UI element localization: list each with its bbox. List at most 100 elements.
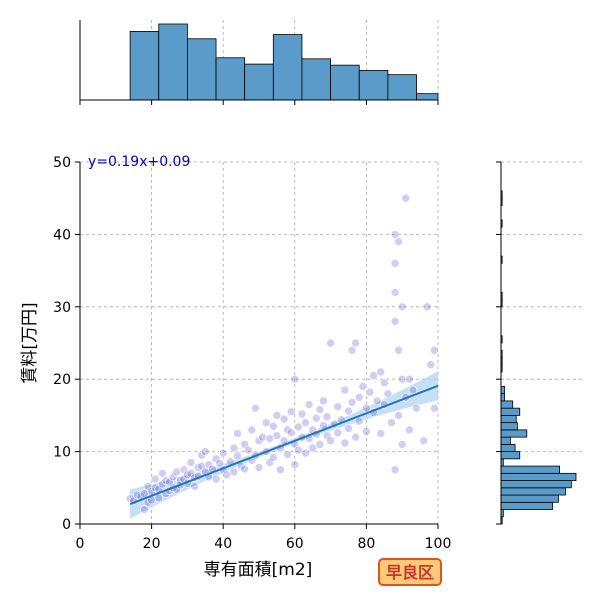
y-tick-label: 0 [62, 517, 71, 533]
right-hist-bar [500, 407, 521, 416]
scatter-point [301, 448, 310, 458]
scatter-point [247, 425, 257, 435]
right-hist-bar [500, 436, 511, 445]
scatter-point [322, 431, 332, 440]
top-hist-bar [129, 30, 160, 101]
scatter-points [125, 193, 439, 514]
scatter-point [261, 418, 271, 427]
scatter-point [301, 418, 310, 427]
top-hist-bar [416, 93, 439, 101]
regression-line-group [129, 384, 439, 506]
scatter-point [243, 445, 253, 455]
scatter-point [294, 445, 303, 455]
scatter-point [333, 428, 343, 438]
scatter-point [197, 450, 207, 460]
x-tick-label: 0 [76, 536, 85, 552]
y-tick-label: 10 [53, 445, 71, 461]
scatter-point [397, 302, 407, 312]
right-hist-bar [500, 472, 577, 481]
scatter-point [354, 416, 364, 426]
x-tick-labels: 0 20 40 60 80 100 [76, 524, 452, 552]
scatter-point [419, 436, 428, 446]
right-marginal-histogram [496, 161, 582, 525]
scatter-point [426, 360, 436, 370]
top-hist-bar [244, 63, 274, 101]
scatter-point [379, 378, 389, 388]
scatter-point [204, 460, 214, 469]
scatter-point [290, 374, 300, 384]
main-axes [79, 162, 438, 525]
region-badge: 早良区 [378, 558, 442, 586]
scatter-point [315, 440, 325, 449]
scatter-point [283, 425, 292, 435]
scatter-point [430, 403, 439, 413]
scatter-point [201, 447, 210, 456]
top-hist-bar [358, 70, 389, 101]
scatter-point [376, 367, 386, 377]
y-axis-label: 賃料[万円] [20, 302, 40, 383]
scatter-point [394, 345, 403, 355]
scatter-point [218, 448, 228, 458]
scatter-point [372, 396, 382, 406]
scatter-point [279, 414, 289, 424]
scatter-point [286, 428, 296, 438]
x-tick-label: 100 [425, 536, 452, 552]
top-hist-bar [387, 74, 417, 101]
scatter-point [422, 302, 432, 312]
scatter-point [376, 429, 386, 438]
right-hist-bar [500, 487, 566, 496]
scatter-point [387, 418, 396, 427]
scatter-point [394, 411, 403, 420]
scatter-point [390, 465, 400, 475]
scatter-point [344, 424, 353, 433]
scatter-point [358, 382, 368, 391]
x-tick-label: 60 [286, 536, 304, 552]
scatter-point [215, 458, 224, 468]
right-hist-bar [500, 400, 514, 409]
scatter-point [344, 406, 353, 416]
y-tick-label: 20 [53, 372, 71, 388]
right-hist-bar [500, 494, 559, 503]
right-hist-bar [500, 465, 560, 474]
scatter-point [297, 409, 307, 419]
scatter-point [140, 489, 149, 498]
scatter-point [397, 440, 407, 449]
scatter-point [397, 374, 407, 384]
scatter-point [269, 421, 278, 431]
scatter-point [286, 407, 296, 417]
y-tick-label: 30 [53, 300, 71, 316]
x-axis-label: 専有面積[m2] [204, 560, 313, 580]
scatter-point [340, 438, 350, 448]
scatter-point [405, 374, 414, 384]
scatter-point [211, 474, 221, 484]
scatter-point [150, 474, 160, 484]
right-hist-bar [500, 443, 516, 452]
y-tick-label: 40 [53, 227, 71, 243]
scatter-point [229, 443, 239, 453]
scatter-point [294, 422, 303, 432]
scatter-point [390, 288, 400, 297]
scatter-point [229, 467, 239, 477]
scatter-point [143, 482, 153, 491]
scatter-point [326, 338, 335, 348]
right-hist-bar [500, 414, 517, 424]
scatter-point [190, 482, 199, 491]
right-hist-bar [500, 501, 553, 510]
top-hist-bar [301, 58, 331, 101]
scatter-point [240, 464, 249, 474]
regression-equation: y=0.19x+0.09 [88, 154, 190, 170]
scatter-point [322, 412, 332, 422]
scatter-point [172, 467, 181, 477]
scatter-point [383, 389, 393, 398]
top-marginal-histogram [79, 20, 439, 105]
region-badge-box [378, 558, 442, 586]
x-tick-label: 20 [143, 536, 161, 552]
scatter-point [283, 450, 292, 459]
top-hist-bar [272, 34, 303, 101]
right-hist-bar [500, 386, 505, 395]
scatter-point [430, 345, 439, 355]
scatter-point [258, 432, 267, 442]
scatter-point [304, 400, 314, 409]
scatter-point [319, 396, 328, 406]
y-tick-labels: 0 10 20 30 40 50 [53, 155, 80, 533]
